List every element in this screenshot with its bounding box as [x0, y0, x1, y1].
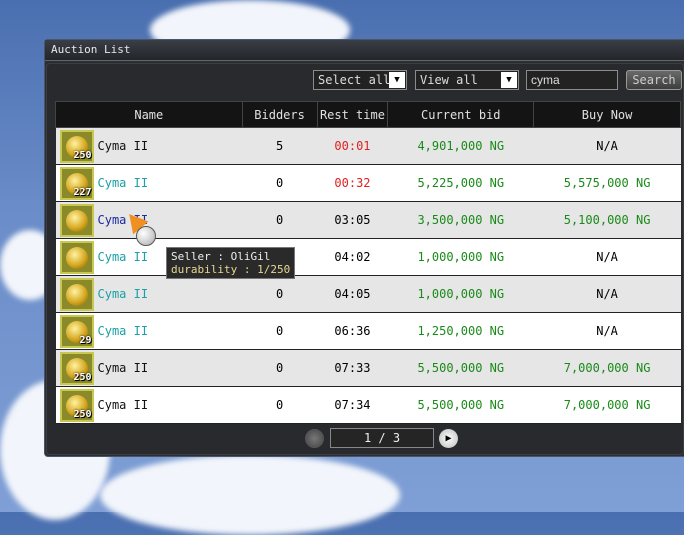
- content-panel: Select all ▼ View all ▼ Search NameBidde…: [46, 63, 684, 455]
- bidders-cell: 0: [242, 386, 318, 424]
- coin-item-icon[interactable]: 250: [59, 129, 94, 163]
- item-name-cell[interactable]: 250 Cyma II: [55, 386, 243, 424]
- current-bid-cell: 4,901,000 NG: [387, 127, 534, 165]
- item-name-cell[interactable]: Cyma II: [55, 275, 243, 313]
- current-bid-cell: 3,500,000 NG: [387, 201, 534, 239]
- cursor-ball-icon: [136, 226, 156, 246]
- buy-now-cell: 7,000,000 NG: [533, 386, 681, 424]
- coin-icon: [65, 135, 88, 158]
- item-count-badge: 250: [73, 408, 92, 420]
- coin-item-icon[interactable]: [59, 240, 94, 274]
- buy-now-cell: N/A: [533, 275, 681, 313]
- current-bid-cell: 1,000,000 NG: [387, 275, 534, 313]
- item-name: Cyma II: [97, 138, 149, 153]
- coin-item-icon[interactable]: [59, 277, 94, 311]
- table-row[interactable]: Cyma II 04:02 1,000,000 NG N/A: [55, 238, 681, 276]
- search-button[interactable]: Search: [626, 70, 682, 90]
- coin-item-icon[interactable]: 250: [59, 351, 94, 385]
- prev-page-button[interactable]: [305, 429, 324, 448]
- bidders-cell: 0: [242, 312, 318, 350]
- item-name: Cyma II: [97, 249, 149, 264]
- auction-table: Name Bidders Rest time Current bid Buy Now 2…: [55, 101, 681, 424]
- column-header: Current bid: [387, 101, 535, 128]
- bidders-cell: 0: [242, 201, 318, 239]
- current-bid-cell: 5,500,000 NG: [387, 349, 534, 387]
- buy-now-cell: N/A: [533, 238, 681, 276]
- rest-time-cell: 06:36: [317, 312, 388, 350]
- chevron-down-icon[interactable]: ▼: [501, 72, 517, 88]
- current-bid-cell: 5,500,000 NG: [387, 386, 534, 424]
- buy-now-cell: N/A: [533, 127, 681, 165]
- coin-icon: [65, 357, 88, 380]
- coin-icon: [65, 283, 88, 306]
- current-bid-cell: 5,225,000 NG: [387, 164, 534, 202]
- table-row[interactable]: 250 Cyma II 0 07:33 5,500,000 NG 7,000,00…: [55, 349, 681, 387]
- view-dropdown[interactable]: View all ▼: [415, 70, 519, 90]
- coin-item-icon[interactable]: 250: [59, 388, 94, 422]
- item-count-badge: 227: [73, 186, 92, 198]
- item-name: Cyma II: [97, 212, 149, 227]
- buy-now-cell: 5,575,000 NG: [533, 164, 681, 202]
- coin-icon: [65, 320, 88, 343]
- item-name-cell[interactable]: 227 Cyma II: [55, 164, 243, 202]
- next-page-button[interactable]: ▶: [439, 429, 458, 448]
- column-header: Bidders: [241, 101, 318, 128]
- item-name-cell[interactable]: 250 Cyma II: [55, 349, 243, 387]
- bidders-cell: 0: [242, 275, 318, 313]
- item-count-badge: 250: [73, 149, 92, 161]
- chevron-down-icon[interactable]: ▼: [389, 72, 405, 88]
- rest-time-cell: 00:32: [317, 164, 388, 202]
- bidders-cell: 0: [242, 164, 318, 202]
- current-bid-cell: 1,000,000 NG: [387, 238, 534, 276]
- auction-list-window: Auction List Select all ▼ View all ▼ Sea…: [44, 39, 684, 457]
- item-name-cell[interactable]: 29 Cyma II: [55, 312, 243, 350]
- buy-now-cell: 7,000,000 NG: [533, 349, 681, 387]
- item-name: Cyma II: [97, 397, 149, 412]
- item-name: Cyma II: [97, 175, 149, 190]
- coin-icon: [65, 172, 88, 195]
- view-dropdown-value: View all: [420, 73, 478, 87]
- rest-time-cell: 07:33: [317, 349, 388, 387]
- bidders-cell: 5: [242, 127, 318, 165]
- cloud: [100, 455, 400, 535]
- item-name: Cyma II: [97, 323, 149, 338]
- table-row[interactable]: 227 Cyma II 0 00:32 5,225,000 NG 5,575,00…: [55, 164, 681, 202]
- search-input[interactable]: [526, 70, 618, 90]
- item-count-badge: 250: [73, 371, 92, 383]
- rest-time-cell: 03:05: [317, 201, 388, 239]
- rest-time-cell: 04:02: [317, 238, 388, 276]
- coin-icon: [65, 394, 88, 417]
- rest-time-cell: 07:34: [317, 386, 388, 424]
- buy-now-cell: 5,100,000 NG: [533, 201, 681, 239]
- select-dropdown[interactable]: Select all ▼: [313, 70, 407, 90]
- item-count-badge: 29: [79, 334, 92, 346]
- item-tooltip: Seller : OliGil durability : 1/250: [166, 247, 296, 279]
- rest-time-cell: 04:05: [317, 275, 388, 313]
- table-row[interactable]: 250 Cyma II 0 07:34 5,500,000 NG 7,000,00…: [55, 386, 681, 424]
- coin-icon: [65, 209, 88, 232]
- column-header: Rest time: [316, 101, 389, 128]
- select-dropdown-value: Select all: [318, 73, 391, 87]
- coin-icon: [65, 246, 88, 269]
- item-name: Cyma II: [97, 286, 149, 301]
- coin-item-icon[interactable]: [59, 203, 94, 237]
- coin-item-icon[interactable]: 227: [59, 166, 94, 200]
- column-header: Buy Now: [533, 101, 681, 128]
- bidders-cell: 0: [242, 349, 318, 387]
- current-bid-cell: 1,250,000 NG: [387, 312, 534, 350]
- coin-item-icon[interactable]: 29: [59, 314, 94, 348]
- table-row[interactable]: Cyma II 0 04:05 1,000,000 NG N/A: [55, 275, 681, 313]
- column-header: Name: [55, 101, 243, 128]
- item-name: Cyma II: [97, 360, 149, 375]
- rest-time-cell: 00:01: [317, 127, 388, 165]
- window-title: Auction List: [45, 40, 684, 61]
- table-row[interactable]: 29 Cyma II 0 06:36 1,250,000 NG N/A: [55, 312, 681, 350]
- table-row[interactable]: 250 Cyma II 5 00:01 4,901,000 NG N/A: [55, 127, 681, 165]
- page-indicator: 1 / 3: [330, 428, 434, 448]
- buy-now-cell: N/A: [533, 312, 681, 350]
- tooltip-seller: Seller : OliGil: [171, 250, 271, 263]
- tooltip-durability: durability : 1/250: [171, 263, 291, 276]
- item-name-cell[interactable]: 250 Cyma II: [55, 127, 243, 165]
